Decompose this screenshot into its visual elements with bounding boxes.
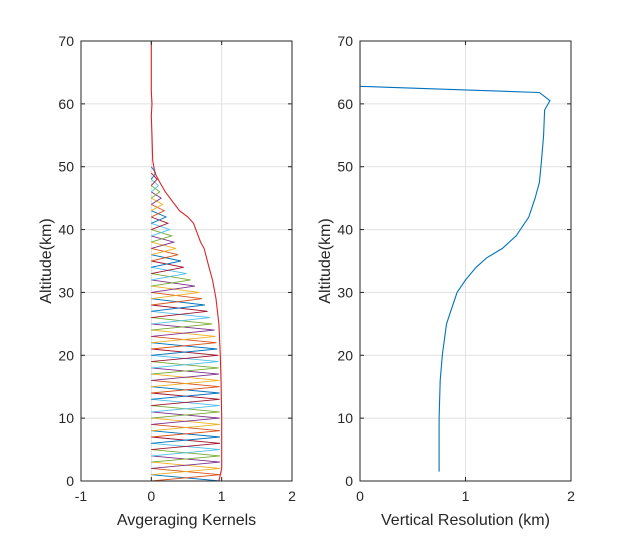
kernel-line-7 <box>151 436 221 451</box>
kernel-line-4 <box>151 455 221 469</box>
kernel-line-36 <box>151 254 181 268</box>
y-tick-label: 70 <box>337 33 353 49</box>
kernel-line-25 <box>151 323 215 337</box>
kernel-line-19 <box>151 361 219 375</box>
kernel-line-23 <box>151 335 217 350</box>
kernel-line-42 <box>151 216 170 231</box>
kernel-line-9 <box>151 423 220 438</box>
y-tick-label: 50 <box>337 159 353 175</box>
plot-data <box>150 41 223 481</box>
kernel-line-32 <box>151 279 195 293</box>
y-axis-label: Altitude(km) <box>317 218 334 303</box>
kernel-line-14 <box>151 392 220 407</box>
kernel-line-3 <box>151 461 221 476</box>
kernel-line-31 <box>151 285 200 300</box>
x-axis-label: Vertical Resolution (km) <box>381 512 550 529</box>
kernel-line-10 <box>151 417 220 432</box>
series-line-1 <box>360 41 551 472</box>
kernel-line-34 <box>151 266 187 281</box>
x-tick-label: 1 <box>462 488 470 504</box>
kernel-line-13 <box>151 398 220 413</box>
y-tick-label: 70 <box>58 33 74 49</box>
kernel-line-49 <box>150 172 158 186</box>
kernel-line-37 <box>151 247 179 262</box>
kernel-line-44 <box>151 203 166 218</box>
kernel-line-16 <box>151 379 220 394</box>
kernel-line-45 <box>151 197 164 212</box>
kernel-line-26 <box>151 317 213 331</box>
kernel-line-20 <box>151 354 219 369</box>
y-tick-label: 40 <box>337 222 353 238</box>
y-tick-label: 10 <box>58 410 74 426</box>
kernel-line-27 <box>151 310 210 325</box>
x-tick-label: -1 <box>75 488 88 504</box>
y-tick-label: 20 <box>58 347 74 363</box>
y-tick-label: 0 <box>66 473 74 489</box>
kernel-line-15 <box>151 386 220 400</box>
kernel-line-40 <box>151 229 174 243</box>
kernel-line-46 <box>151 191 163 205</box>
kernel-line-11 <box>151 411 220 425</box>
y-tick-label: 50 <box>58 159 74 175</box>
y-tick-label: 10 <box>337 410 353 426</box>
kernel-line-30 <box>151 291 203 306</box>
kernel-line-29 <box>151 298 205 312</box>
kernel-line-2 <box>151 467 221 481</box>
x-tick-label: 1 <box>218 488 226 504</box>
kernel-line-22 <box>151 342 218 356</box>
x-axis-label: Avgeraging Kernels <box>117 512 256 529</box>
kernel-line-39 <box>151 235 176 249</box>
plot-data <box>360 41 551 472</box>
y-axis-label: Altitude(km) <box>38 218 55 303</box>
y-tick-label: 20 <box>337 347 353 363</box>
kernel-line-28 <box>151 304 208 319</box>
x-tick-label: 2 <box>288 488 296 504</box>
kernel-line-41 <box>151 222 171 237</box>
kernel-line-5 <box>151 449 221 463</box>
kernel-line-17 <box>151 373 220 388</box>
kernel-line-1 <box>151 474 221 481</box>
kernel-line-18 <box>151 367 220 381</box>
y-tick-label: 30 <box>58 284 74 300</box>
kernel-line-35 <box>151 260 184 275</box>
kernel-line-33 <box>151 273 191 287</box>
x-tick-label: 0 <box>147 488 155 504</box>
kernel-line-47 <box>151 185 161 199</box>
kernel-line-50 <box>150 166 157 180</box>
kernel-line-43 <box>151 210 168 224</box>
kernel-line-6 <box>151 442 221 457</box>
kernel-line-24 <box>151 329 216 344</box>
y-tick-label: 60 <box>337 96 353 112</box>
axes-frame <box>80 40 293 482</box>
series-line-1 <box>150 41 223 481</box>
x-tick-label: 0 <box>356 488 364 504</box>
kernel-line-38 <box>151 241 177 256</box>
kernel-line-48 <box>151 178 160 193</box>
y-tick-label: 40 <box>58 222 74 238</box>
kernel-line-21 <box>151 348 219 363</box>
kernel-line-8 <box>151 430 220 444</box>
kernel-line-12 <box>151 405 220 419</box>
y-tick-label: 60 <box>58 96 74 112</box>
y-tick-label: 0 <box>345 473 353 489</box>
y-tick-label: 30 <box>337 284 353 300</box>
x-tick-label: 2 <box>567 488 575 504</box>
